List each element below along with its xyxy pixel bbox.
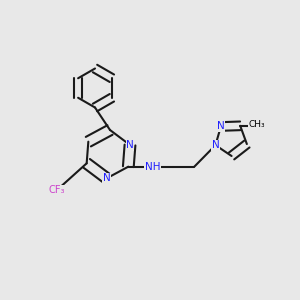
Text: N: N [212, 140, 219, 150]
Text: N: N [217, 122, 225, 131]
Text: N: N [103, 173, 110, 183]
Text: CH₃: CH₃ [248, 120, 265, 129]
Text: CF₃: CF₃ [48, 185, 65, 195]
Text: N: N [126, 140, 134, 150]
Text: NH: NH [145, 162, 160, 172]
